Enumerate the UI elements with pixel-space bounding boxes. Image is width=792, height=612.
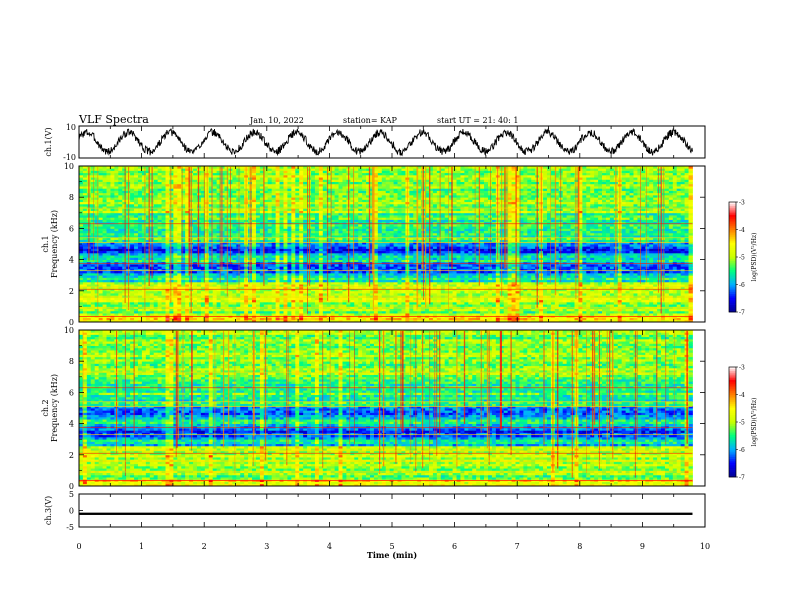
ch1-ylabel: ch.1(V) [44, 127, 53, 156]
ch1-ytick-label: 10 [66, 123, 76, 132]
vlf-spectra-chart: VLF Spectra Jan. 10, 2022 station= KAP s… [0, 0, 792, 612]
chart-station: station= KAP [343, 116, 398, 125]
ch1-trace [79, 129, 693, 156]
chart-title: VLF Spectra [78, 113, 149, 126]
chart-start-time: start UT = 21: 40: 1 [437, 116, 518, 125]
ch1-ytick-label: -10 [63, 153, 76, 162]
ch1-waveform-panel: 10 -10 ch.1(V) [44, 123, 705, 162]
chart-date: Jan. 10, 2022 [249, 116, 304, 125]
chart-header: VLF Spectra Jan. 10, 2022 station= KAP s… [78, 113, 518, 126]
